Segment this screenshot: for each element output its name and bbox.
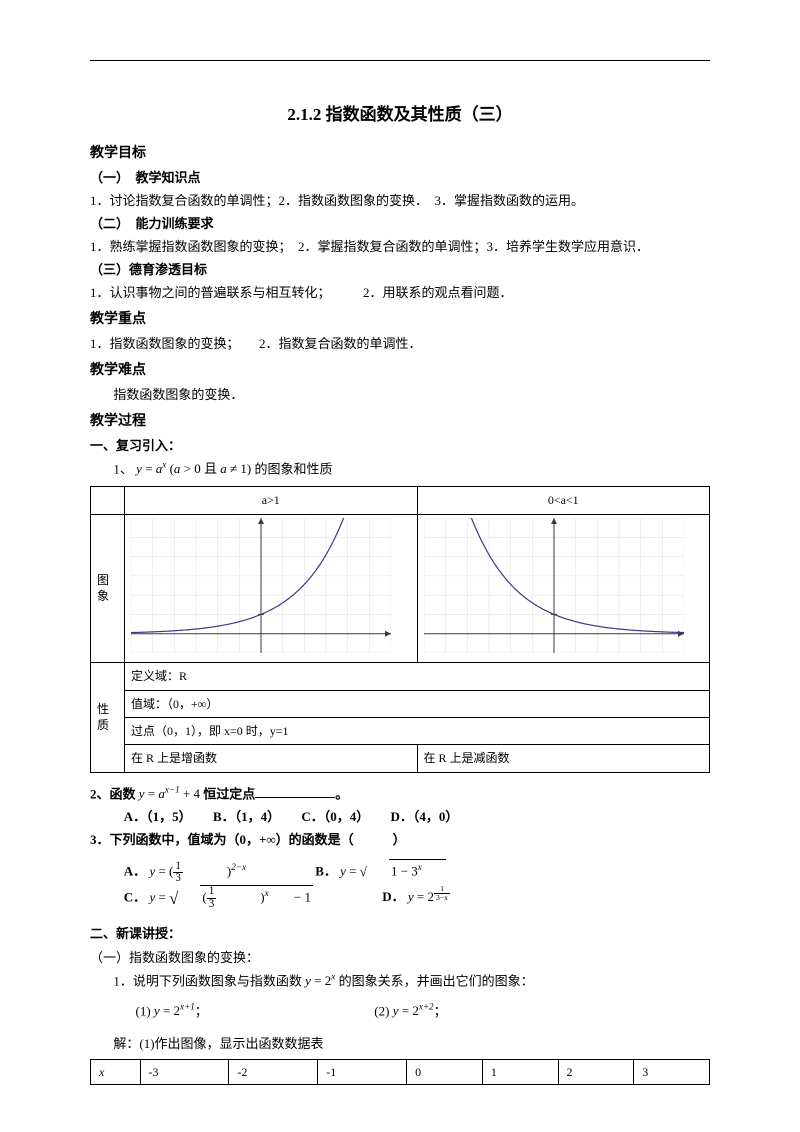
new1-2: (2) y = 2x+2； [374, 1003, 446, 1018]
new-sub: （一）指数函数图象的变换： [90, 947, 710, 969]
top-rule [90, 60, 710, 61]
review-item-1: 1、 y = ax (a > 0 且 a ≠ 1) 的图象和性质 [90, 458, 710, 480]
prop-point: 过点（0，1），即 x=0 时，y=1 [125, 717, 710, 744]
q3c-pre: C． [124, 889, 146, 904]
solution-text: 解：(1)作出图像，显示出函数数据表 [90, 1033, 710, 1055]
prop-mono-a: 在 R 上是增函数 [125, 745, 418, 772]
prop-mono-b: 在 R 上是减函数 [417, 745, 710, 772]
question-3: 3．下列函数中，值域为（0，+∞）的函数是（ ） [90, 829, 710, 851]
new1-subitems: (1) y = 2x+1； (2) y = 2x+2； [90, 1000, 710, 1022]
chart-increasing [131, 518, 391, 653]
new1-2-num: (2) [374, 1003, 392, 1018]
new1-mid: 的图象关系，并画出它们的图象： [339, 973, 534, 988]
goal3-h: （三）德育渗透目标 [90, 259, 710, 281]
blank-cell [91, 487, 125, 514]
new1-1-end: ； [195, 1003, 208, 1018]
keypoint-t: 1．指数函数图象的变换； 2．指数复合函数的单调性． [90, 333, 710, 355]
q2-choices: A．（1，5） B．（1，4） C．（0，4） D．（4，0） [90, 806, 710, 828]
q3b-pre: B． [315, 864, 337, 879]
q2-end: 。 [335, 786, 348, 801]
dt-v5: 2 [558, 1059, 634, 1084]
goal2-h: （二） 能力训练要求 [90, 213, 710, 235]
dt-v3: 0 [407, 1059, 483, 1084]
dt-head: x [91, 1059, 141, 1084]
q2-prefix: 2、函数 [90, 786, 136, 801]
new-h: 二、新课讲授： [90, 923, 710, 945]
col-b: 0<a<1 [417, 487, 710, 514]
dt-v4: 1 [482, 1059, 558, 1084]
prop-range: 值域：（0，+∞） [125, 690, 710, 717]
q3-c: C． y = √(13)x − 1 [124, 885, 357, 914]
review-h: 一、复习引入： [90, 435, 710, 457]
q3-d: D． y = 213−x [382, 885, 538, 908]
property-table: a>1 0<a<1 图象 性质 定义域：R 值域：（0，+∞） 过点（0，1），… [90, 486, 710, 772]
q3a-pre: A． [124, 864, 146, 879]
review1-num: 1、 [113, 461, 133, 476]
chart-increasing-cell [125, 514, 418, 662]
q3-a: A． y = (13)2−x [124, 860, 290, 884]
q3-text: 3．下列函数中，值域为（0，+∞）的函数是（ ） [90, 832, 406, 847]
proc-h: 教学过程 [90, 410, 710, 434]
data-table: x -3 -2 -1 0 1 2 3 [90, 1059, 710, 1085]
hard-h: 教学难点 [90, 359, 710, 383]
q2-blank [255, 786, 335, 798]
prop-domain: 定义域：R [125, 663, 710, 690]
goal-heading: 教学目标 [90, 142, 710, 166]
question-2: 2、函数 y = ax−1 + 4 恒过定点。 [90, 783, 710, 805]
q2-choice-a: A．（1，5） [124, 806, 192, 828]
q2-choice-d: D．（4，0） [391, 806, 459, 828]
chart-decreasing-cell [417, 514, 710, 662]
new1-1-num: (1) [136, 1003, 154, 1018]
dt-v1: -2 [229, 1059, 318, 1084]
dt-v6: 3 [634, 1059, 710, 1084]
q2-choice-c: C．（0，4） [301, 806, 369, 828]
q2-tail: 恒过定点 [203, 786, 255, 801]
page-title: 2.1.2 指数函数及其性质（三） [90, 101, 710, 130]
hard-t: 指数函数图象的变换． [90, 384, 710, 406]
row-graph-text: 图象 [97, 573, 109, 604]
q3-b: B． y = √1 − 3x [315, 859, 490, 882]
dt-v2: -1 [318, 1059, 407, 1084]
goal2-t: 1．熟练掌握指数函数图象的变换； 2．掌握指数复合函数的单调性；3．培养学生数学… [90, 236, 710, 258]
new1-text: 1．说明下列函数图象与指数函数 [113, 973, 302, 988]
new1-1: (1) y = 2x+1； [136, 1003, 212, 1018]
new1-2-end: ； [434, 1003, 447, 1018]
col-a: a>1 [125, 487, 418, 514]
chart-decreasing [424, 518, 684, 653]
goal1-h: （一） 教学知识点 [90, 167, 710, 189]
new-item-1: 1．说明下列函数图象与指数函数 y = 2x 的图象关系，并画出它们的图象： [90, 970, 710, 992]
q2-choice-b: B．（1，4） [213, 806, 280, 828]
goal3-t: 1．认识事物之间的普遍联系与相互转化； 2．用联系的观点看问题． [90, 282, 710, 304]
goal1-t: 1．讨论指数复合函数的单调性；2．指数函数图象的变换． 3．掌握指数函数的运用。 [90, 190, 710, 212]
q3d-pre: D． [382, 889, 404, 904]
row-prop-text: 性质 [97, 702, 109, 733]
dt-v0: -3 [140, 1059, 229, 1084]
row-prop-label: 性质 [91, 663, 125, 773]
q3-options: A． y = (13)2−x B． y = √1 − 3x C． y = √(1… [90, 859, 710, 913]
row-graph-label: 图象 [91, 514, 125, 662]
keypoint-h: 教学重点 [90, 308, 710, 332]
